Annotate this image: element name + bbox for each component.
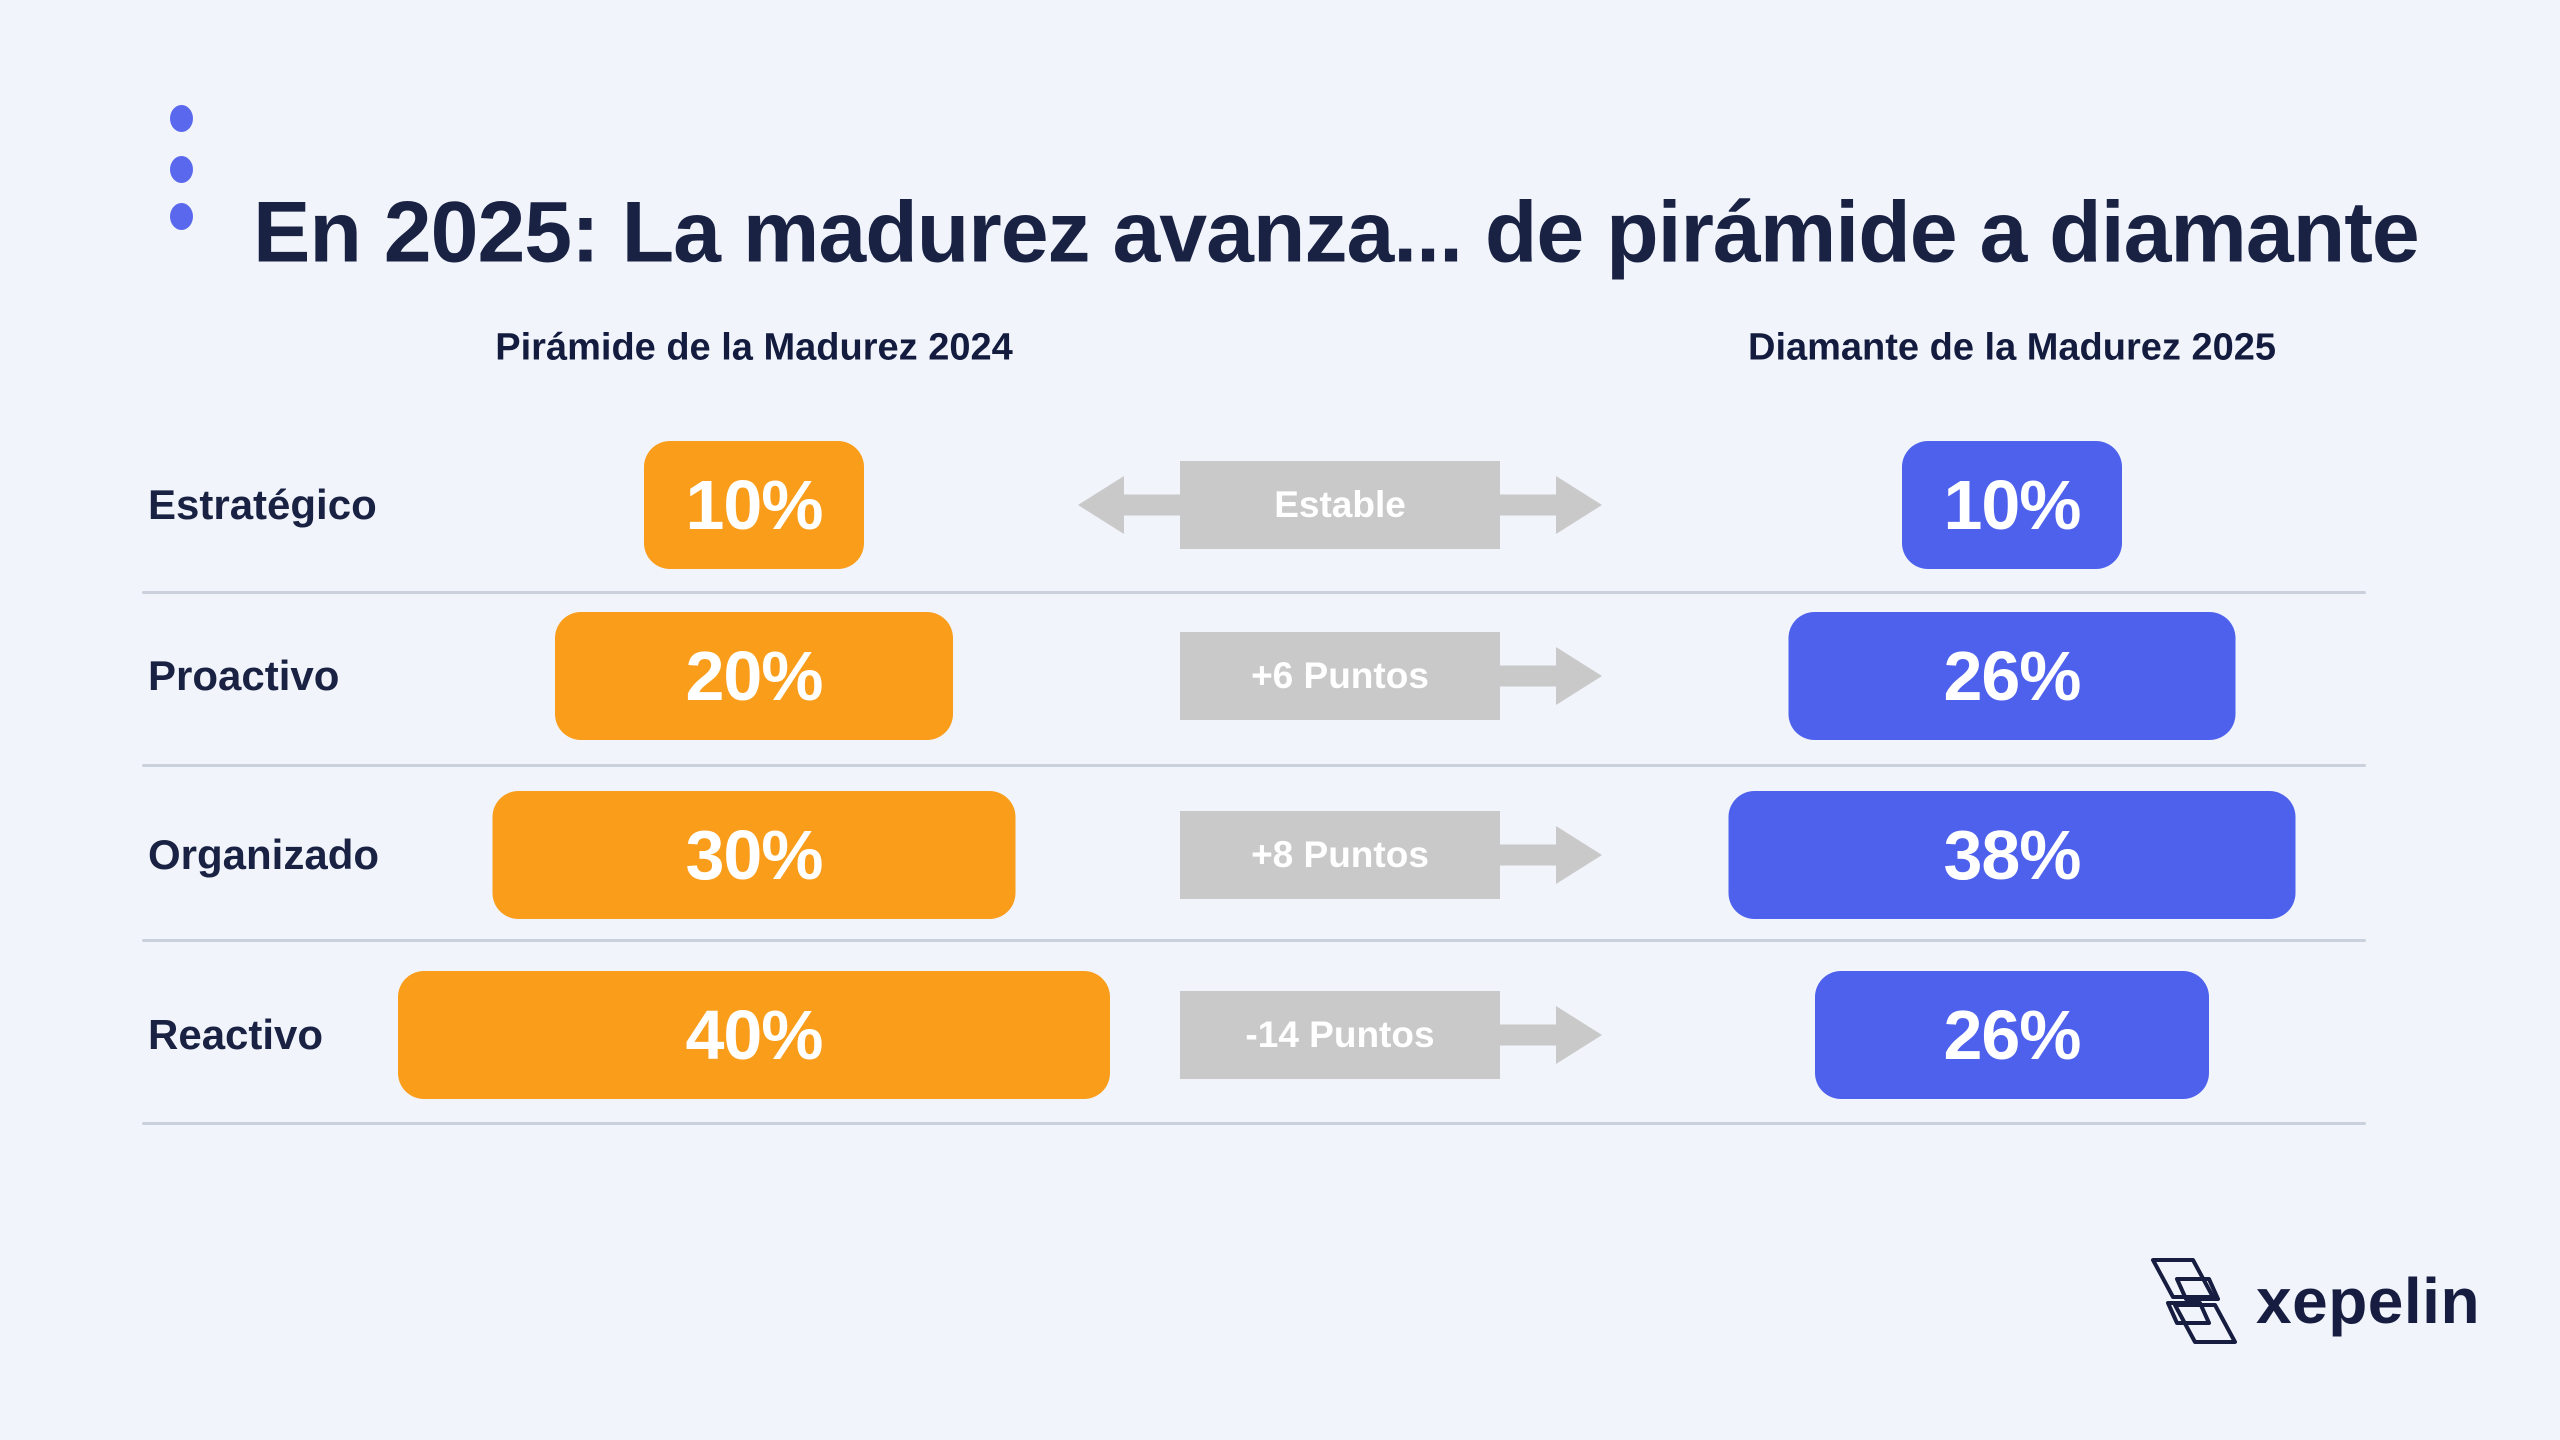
bar-2024: 10% bbox=[644, 441, 864, 569]
row-label: Proactivo bbox=[148, 652, 340, 699]
delta-box: +8 Puntos bbox=[1180, 811, 1500, 899]
bar-value: 30% bbox=[685, 816, 823, 894]
delta-label: +6 Puntos bbox=[1251, 655, 1429, 696]
delta-box: -14 Puntos bbox=[1180, 991, 1500, 1079]
row-divider bbox=[142, 764, 2366, 767]
column-header-2024: Pirámide de la Madurez 2024 bbox=[495, 326, 1013, 369]
brand-logo: xepelin bbox=[2148, 1256, 2480, 1346]
bar-2024: 30% bbox=[492, 791, 1016, 919]
row-label: Organizado bbox=[148, 831, 380, 878]
xepelin-logo-icon bbox=[2151, 1258, 2237, 1344]
bar-2024: 20% bbox=[555, 612, 953, 740]
bar-value: 38% bbox=[1943, 816, 2081, 894]
bar-value: 26% bbox=[1943, 637, 2081, 715]
bar-2025: 10% bbox=[1902, 441, 2122, 569]
delta-box: +6 Puntos bbox=[1180, 632, 1500, 720]
row-divider bbox=[142, 591, 2366, 594]
bar-value: 40% bbox=[685, 996, 823, 1074]
delta-label: -14 Puntos bbox=[1245, 1014, 1435, 1055]
arrow-left-icon bbox=[1080, 476, 1180, 534]
bar-2024: 40% bbox=[398, 971, 1110, 1099]
column-header-2025: Diamante de la Madurez 2025 bbox=[1748, 326, 2276, 369]
brand-wordmark: xepelin bbox=[2256, 1265, 2481, 1337]
arrow-right-icon bbox=[1500, 476, 1600, 534]
arrow-right-icon bbox=[1500, 826, 1600, 884]
bar-value: 10% bbox=[1943, 466, 2081, 544]
row-label: Reactivo bbox=[148, 1011, 324, 1058]
bar-value: 10% bbox=[685, 466, 823, 544]
row-label: Estratégico bbox=[148, 481, 377, 528]
accent-dot-icon bbox=[170, 105, 193, 132]
accent-dot-icon bbox=[170, 156, 193, 183]
row-divider bbox=[142, 939, 2366, 942]
delta-label: Estable bbox=[1274, 484, 1406, 525]
bar-value: 20% bbox=[685, 637, 823, 715]
row-divider bbox=[142, 1122, 2366, 1125]
arrow-right-icon bbox=[1500, 1006, 1600, 1064]
arrow-right-icon bbox=[1500, 647, 1600, 705]
bar-2025: 26% bbox=[1815, 971, 2209, 1099]
delta-label: +8 Puntos bbox=[1251, 834, 1429, 875]
accent-dot-icon bbox=[170, 203, 193, 230]
delta-box: Estable bbox=[1180, 461, 1500, 549]
bar-value: 26% bbox=[1943, 996, 2081, 1074]
bar-2025: 26% bbox=[1788, 612, 2236, 740]
page-title: En 2025: La madurez avanza... de pirámid… bbox=[253, 184, 2420, 281]
bar-2025: 38% bbox=[1728, 791, 2296, 919]
